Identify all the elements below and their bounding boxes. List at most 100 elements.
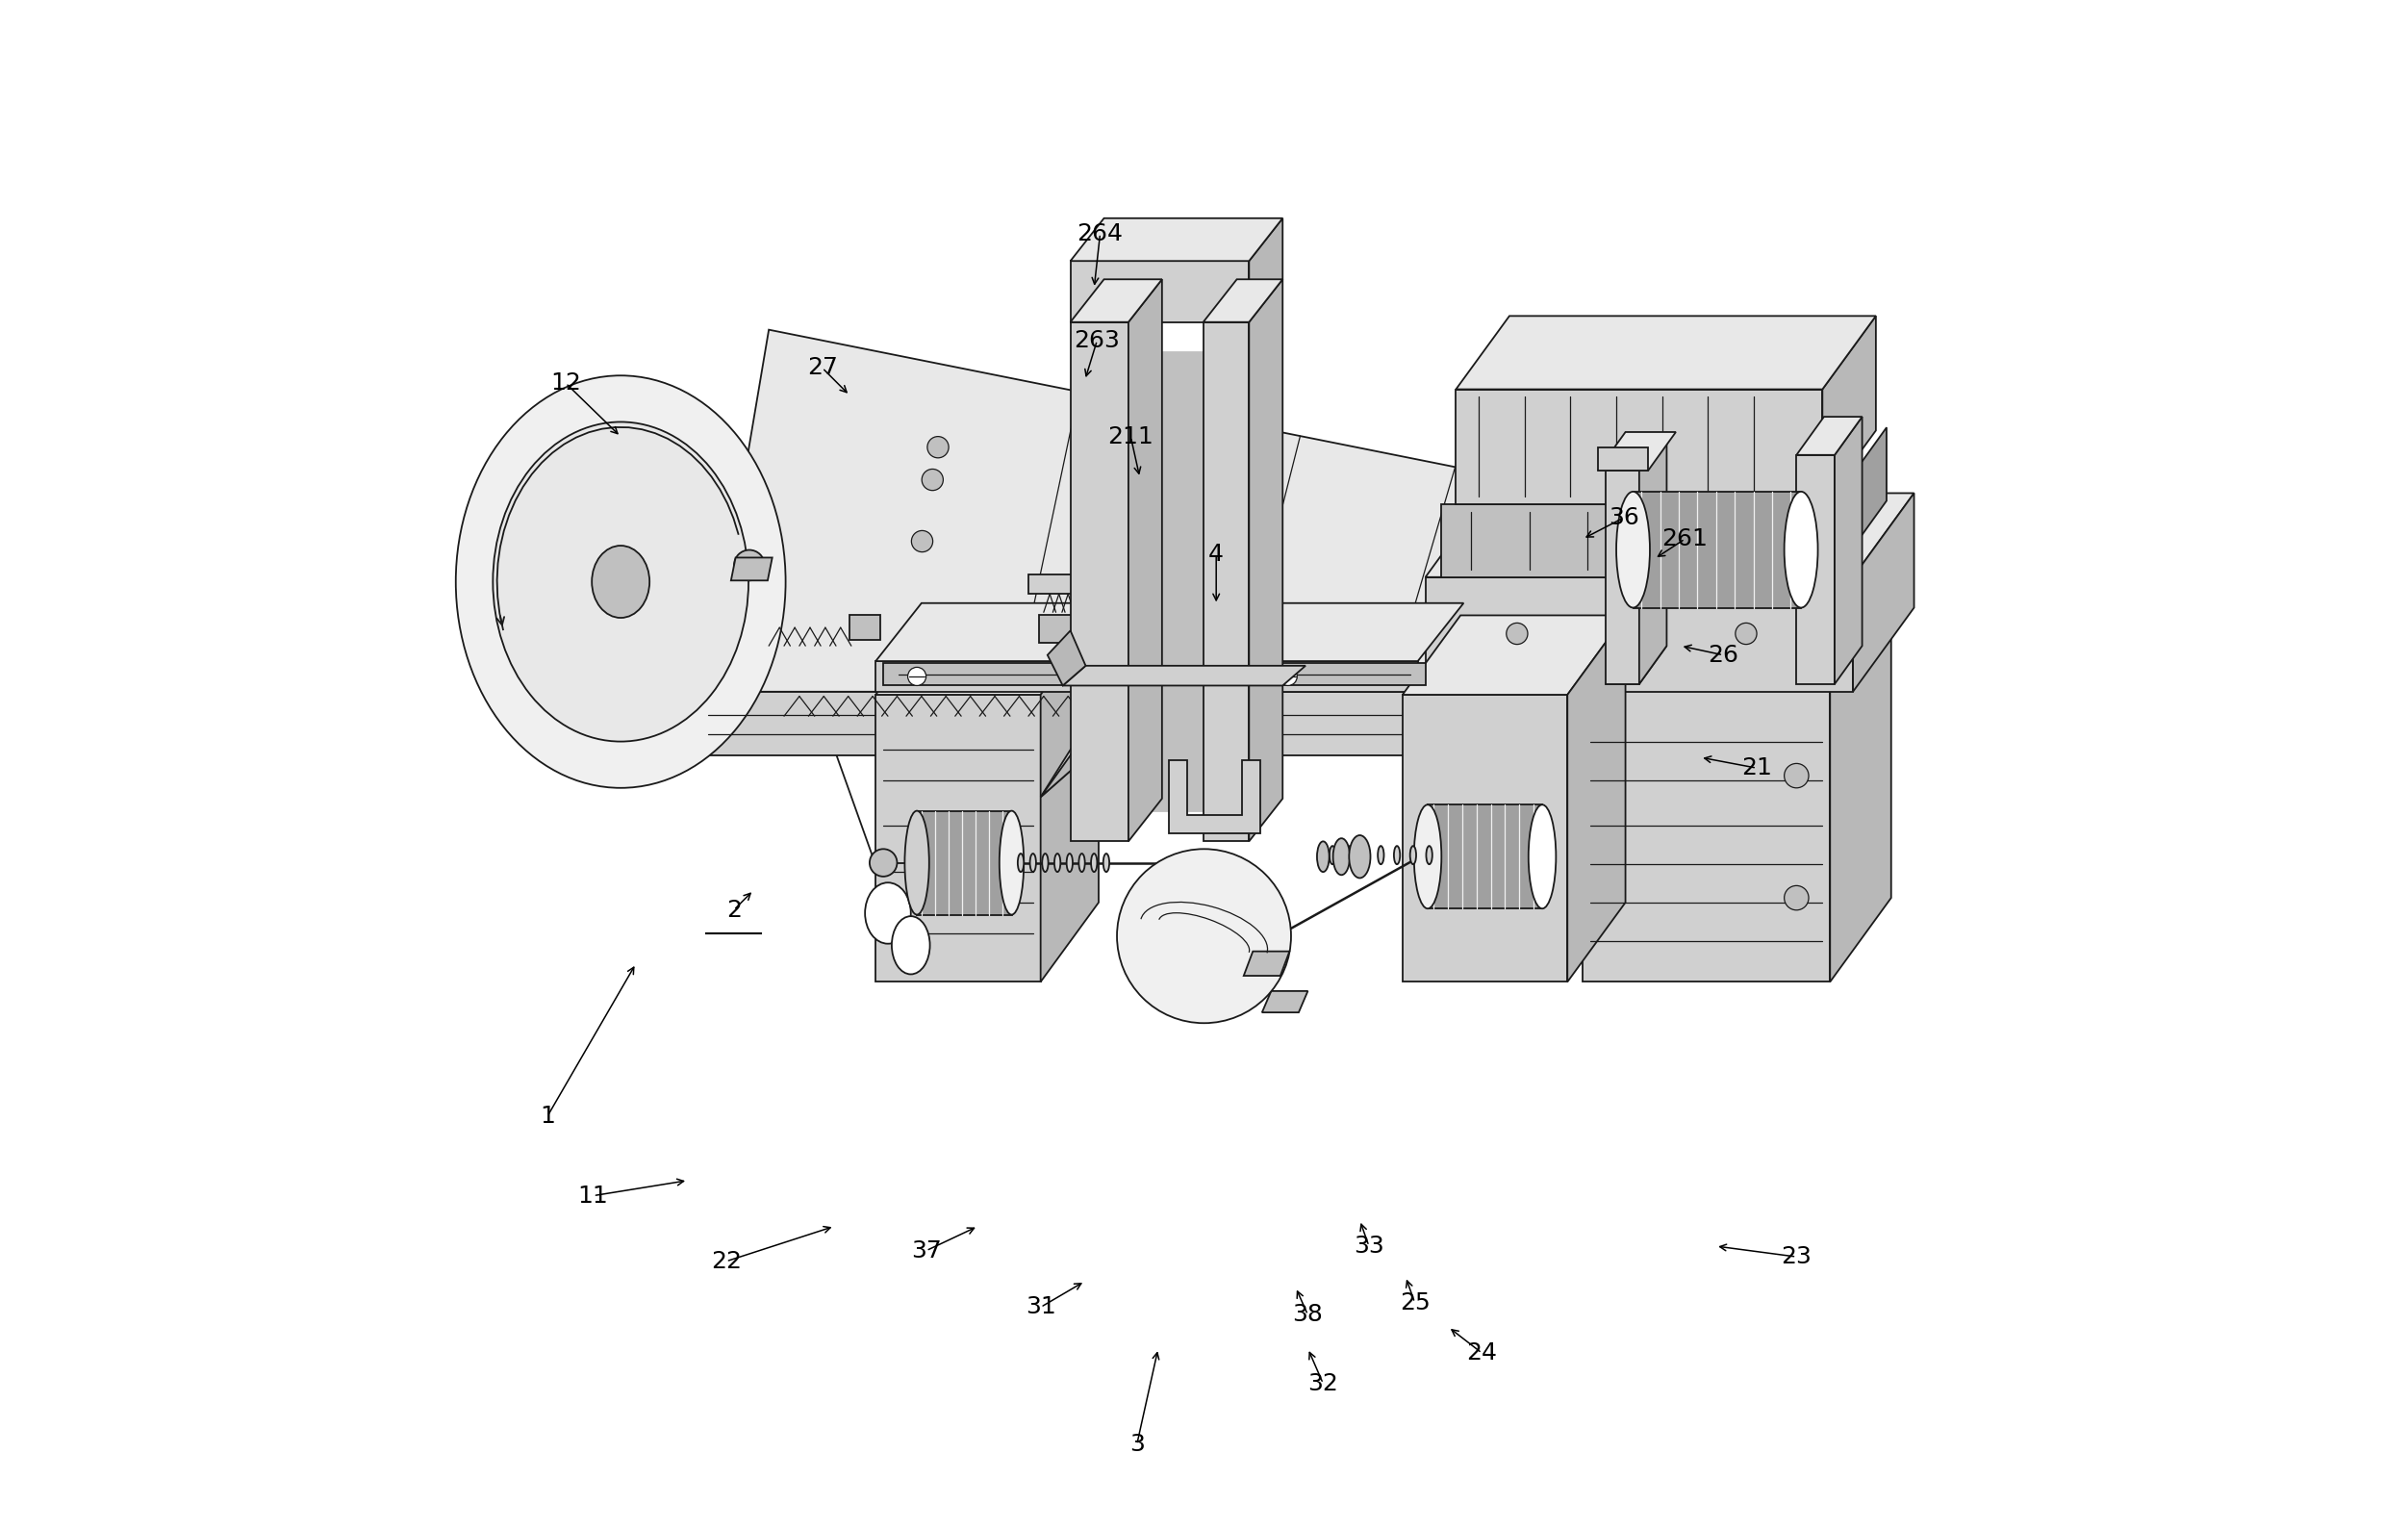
Circle shape xyxy=(1784,886,1808,910)
Polygon shape xyxy=(732,557,773,580)
Ellipse shape xyxy=(1394,846,1399,864)
Polygon shape xyxy=(884,662,1426,685)
Polygon shape xyxy=(1457,389,1823,503)
Text: 264: 264 xyxy=(1076,222,1122,245)
Polygon shape xyxy=(1040,615,1098,982)
Polygon shape xyxy=(1457,317,1876,389)
Circle shape xyxy=(1507,623,1527,644)
Polygon shape xyxy=(708,692,1806,756)
Ellipse shape xyxy=(1411,846,1416,864)
Ellipse shape xyxy=(1103,854,1110,872)
Text: 36: 36 xyxy=(1609,506,1640,529)
Ellipse shape xyxy=(1334,838,1351,875)
Ellipse shape xyxy=(1426,846,1433,864)
Polygon shape xyxy=(1830,600,1890,982)
Polygon shape xyxy=(1796,454,1835,684)
Circle shape xyxy=(1279,667,1298,685)
Polygon shape xyxy=(1072,219,1283,262)
Circle shape xyxy=(922,470,944,491)
Circle shape xyxy=(734,549,766,580)
Ellipse shape xyxy=(1067,854,1072,872)
Circle shape xyxy=(1784,763,1808,788)
Polygon shape xyxy=(877,615,1098,695)
Circle shape xyxy=(927,436,949,457)
Polygon shape xyxy=(850,615,881,640)
Text: 22: 22 xyxy=(710,1250,742,1273)
Circle shape xyxy=(869,849,898,877)
Text: 4: 4 xyxy=(1209,543,1223,566)
Ellipse shape xyxy=(1019,854,1023,872)
Ellipse shape xyxy=(1377,846,1385,864)
Ellipse shape xyxy=(999,811,1023,915)
Text: 21: 21 xyxy=(1741,756,1772,780)
Polygon shape xyxy=(1250,280,1283,842)
Ellipse shape xyxy=(1031,854,1035,872)
Polygon shape xyxy=(1568,615,1625,982)
Polygon shape xyxy=(1028,574,1098,594)
Polygon shape xyxy=(1582,684,1830,982)
Text: 3: 3 xyxy=(1129,1434,1144,1457)
Text: 261: 261 xyxy=(1662,528,1707,551)
Polygon shape xyxy=(1599,431,1676,470)
Ellipse shape xyxy=(1329,846,1336,864)
Polygon shape xyxy=(1854,493,1914,692)
Polygon shape xyxy=(1250,219,1283,323)
Ellipse shape xyxy=(864,883,910,944)
Text: 211: 211 xyxy=(1108,425,1153,448)
Ellipse shape xyxy=(1079,854,1086,872)
Text: 31: 31 xyxy=(1026,1296,1055,1319)
Polygon shape xyxy=(1606,646,1666,684)
Text: 33: 33 xyxy=(1353,1235,1385,1258)
Polygon shape xyxy=(917,811,1011,915)
Text: 24: 24 xyxy=(1466,1342,1498,1365)
Polygon shape xyxy=(1204,323,1250,842)
Circle shape xyxy=(1117,849,1291,1024)
Ellipse shape xyxy=(455,375,785,788)
Ellipse shape xyxy=(1091,854,1098,872)
Ellipse shape xyxy=(1784,491,1818,607)
Polygon shape xyxy=(1072,323,1129,842)
Circle shape xyxy=(1736,623,1758,644)
Text: 12: 12 xyxy=(551,372,580,395)
Text: 263: 263 xyxy=(1074,329,1120,352)
Ellipse shape xyxy=(1043,854,1047,872)
Polygon shape xyxy=(1599,447,1649,470)
Ellipse shape xyxy=(1055,854,1060,872)
Ellipse shape xyxy=(1348,835,1370,878)
Ellipse shape xyxy=(1346,846,1351,864)
Polygon shape xyxy=(1633,491,1801,607)
Ellipse shape xyxy=(891,916,929,975)
Polygon shape xyxy=(1062,666,1305,685)
Text: 37: 37 xyxy=(910,1239,942,1262)
Polygon shape xyxy=(1129,352,1204,811)
Circle shape xyxy=(908,667,927,685)
Polygon shape xyxy=(1582,600,1890,684)
Text: 11: 11 xyxy=(578,1184,609,1207)
Ellipse shape xyxy=(1413,805,1442,909)
Polygon shape xyxy=(1040,615,1081,643)
Polygon shape xyxy=(1823,317,1876,503)
Circle shape xyxy=(1091,667,1110,685)
Ellipse shape xyxy=(1529,805,1556,909)
Polygon shape xyxy=(877,603,1464,661)
Text: 23: 23 xyxy=(1782,1245,1811,1268)
Polygon shape xyxy=(1426,493,1914,577)
Circle shape xyxy=(913,531,932,552)
Polygon shape xyxy=(1401,615,1625,695)
Polygon shape xyxy=(1401,695,1568,982)
Polygon shape xyxy=(1796,416,1861,454)
Polygon shape xyxy=(1081,581,1110,643)
Polygon shape xyxy=(1040,716,1093,797)
Polygon shape xyxy=(1806,551,1876,756)
Text: 26: 26 xyxy=(1707,644,1739,667)
Polygon shape xyxy=(877,661,1418,692)
Polygon shape xyxy=(1040,721,1110,797)
Polygon shape xyxy=(1440,503,1832,577)
Text: 25: 25 xyxy=(1399,1291,1430,1314)
Ellipse shape xyxy=(592,546,650,618)
Polygon shape xyxy=(1426,577,1854,692)
Polygon shape xyxy=(1072,262,1250,323)
Polygon shape xyxy=(1129,280,1163,842)
Polygon shape xyxy=(1428,805,1541,909)
Ellipse shape xyxy=(494,422,749,742)
